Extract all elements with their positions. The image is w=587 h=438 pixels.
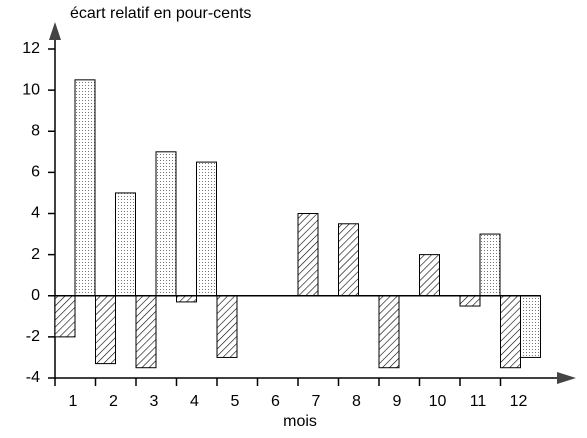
x-tick-label: 1 [69, 393, 78, 410]
y-tick-label: -4 [26, 369, 40, 386]
x-tick-label: 11 [470, 393, 487, 410]
bar [135, 295, 157, 369]
y-tick-label: 8 [31, 122, 40, 139]
chart-title: écart relatif en pour-cents [70, 5, 251, 22]
bar [419, 254, 440, 297]
x-axis-label: mois [283, 413, 317, 430]
bar [196, 161, 217, 297]
x-tick-label: 6 [271, 393, 280, 410]
x-tick-label: 2 [109, 393, 118, 410]
bar [54, 295, 76, 338]
x-tick-label: 8 [352, 393, 361, 410]
bar [176, 295, 197, 303]
x-tick-label: 12 [510, 393, 528, 410]
bar [216, 295, 238, 358]
bar [378, 295, 400, 369]
y-tick-label: 6 [31, 164, 40, 181]
x-tick-label: 7 [312, 393, 321, 410]
x-tick-label: 10 [429, 393, 447, 410]
bar [297, 213, 319, 297]
y-tick-label: 2 [31, 246, 40, 263]
bar [155, 151, 177, 297]
y-tick-label: 12 [22, 40, 40, 57]
bar [459, 295, 481, 307]
x-tick-label: 9 [393, 393, 402, 410]
bar [115, 192, 136, 297]
bar [479, 233, 501, 297]
bar [500, 295, 521, 369]
y-axis-arrow [49, 22, 61, 40]
x-tick-label: 4 [190, 393, 199, 410]
y-tick-label: 4 [31, 205, 40, 222]
bar [95, 295, 116, 365]
bar [338, 223, 359, 297]
bar [520, 295, 541, 358]
bar [74, 79, 96, 297]
y-tick-label: -2 [26, 328, 40, 345]
x-axis-arrow [557, 372, 576, 384]
y-tick-label: 10 [22, 81, 40, 98]
x-tick-label: 3 [150, 393, 159, 410]
x-tick-label: 5 [231, 393, 240, 410]
y-tick-label: 0 [31, 287, 40, 304]
